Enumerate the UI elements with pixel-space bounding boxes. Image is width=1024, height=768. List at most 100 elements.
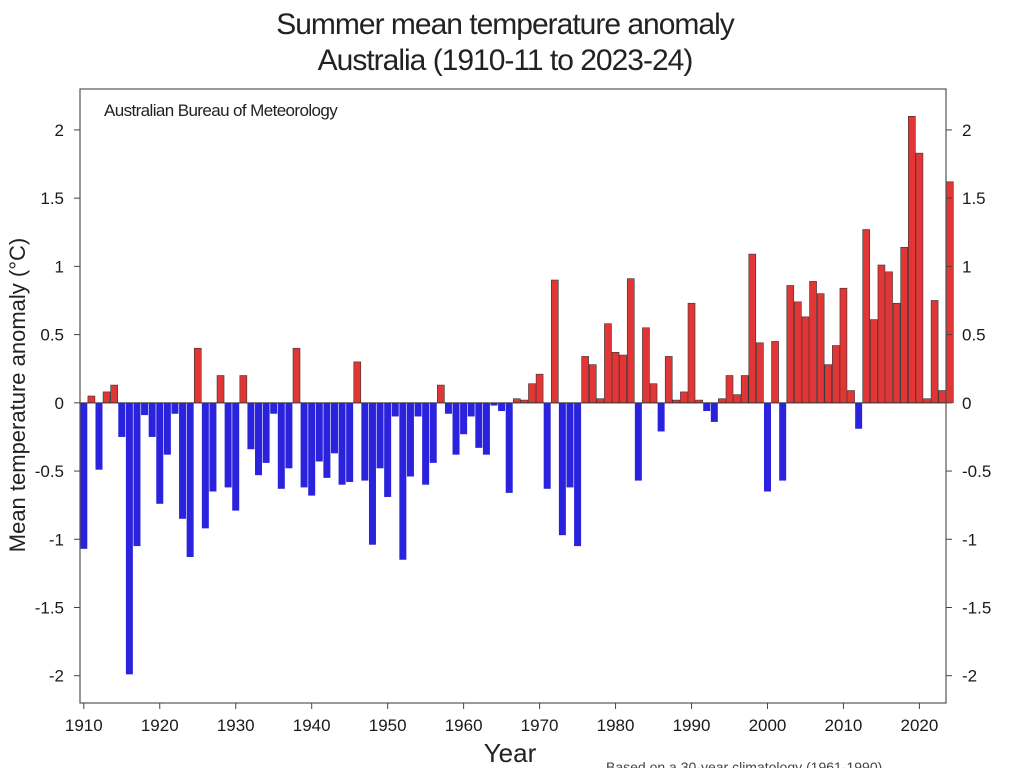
bar-1922 [171,403,178,414]
bar-1952 [399,403,406,560]
bar-1943 [331,403,338,453]
x-tick-label: 1930 [217,716,255,735]
bar-1910 [80,403,87,549]
y-tick-label-left: -2 [49,667,64,686]
x-tick-label: 1970 [521,716,559,735]
bar-1998 [749,254,756,403]
bar-1962 [475,403,482,448]
x-tick-label: 2000 [749,716,787,735]
bar-2003 [787,285,794,402]
bar-2017 [893,303,900,403]
baseline-note: Based on a 30-year climatology (1961-199… [606,759,882,768]
x-tick-label: 1950 [369,716,407,735]
bar-1961 [468,403,475,417]
bar-1975 [574,403,581,546]
x-tick-label: 1980 [597,716,635,735]
bar-1982 [627,279,634,403]
bar-2021 [924,399,931,403]
bar-1966 [506,403,513,493]
bar-1911 [88,396,95,403]
bar-2013 [863,230,870,403]
bar-2006 [810,281,817,402]
bar-1938 [293,348,300,403]
bar-2015 [878,265,885,403]
y-tick-label-right: 0.5 [962,326,986,345]
y-tick-label-right: -0.5 [962,462,991,481]
bar-2010 [840,288,847,403]
bar-1920 [156,403,163,504]
bar-1970 [536,374,543,403]
y-tick-label-right: -2 [962,667,977,686]
bar-1983 [635,403,642,481]
bar-1974 [566,403,573,488]
bar-1940 [308,403,315,496]
bar-1997 [741,376,748,403]
bar-1923 [179,403,186,519]
bar-1930 [232,403,239,511]
bar-1924 [187,403,194,557]
bar-2001 [772,341,779,402]
bar-1960 [460,403,467,434]
y-tick-label-left: 1.5 [40,189,64,208]
bar-group [80,116,953,674]
bar-1985 [650,384,657,403]
bar-2008 [825,365,832,403]
y-tick-label-right: 0 [962,394,971,413]
bar-2016 [886,272,893,403]
bar-1933 [255,403,262,475]
bar-1989 [680,392,687,403]
bar-1973 [559,403,566,535]
bar-1967 [513,399,520,403]
bar-1993 [711,403,718,422]
bar-1914 [111,385,118,403]
bar-1919 [149,403,156,437]
bar-2005 [802,317,809,403]
bar-1928 [217,376,224,403]
bar-1953 [407,403,414,477]
y-tick-label-right: 1 [962,257,971,276]
y-tick-label-left: 1 [55,257,64,276]
y-tick-label-left: 0 [55,394,64,413]
bar-1965 [498,403,505,411]
y-tick-label-right: -1 [962,530,977,549]
bar-1945 [346,403,353,482]
bar-1942 [323,403,330,478]
bar-1963 [483,403,490,455]
bar-1944 [339,403,346,485]
bar-1913 [103,392,110,403]
source-credit: Australian Bureau of Meteorology [104,101,337,121]
chart: Summer mean temperature anomaly Australi… [0,0,1024,768]
y-tick-label-right: -1.5 [962,598,991,617]
bar-1981 [620,355,627,403]
bar-1986 [658,403,665,432]
x-tick-label: 1920 [141,716,179,735]
y-tick-label-left: -1 [49,530,64,549]
bar-1949 [377,403,384,468]
bar-1972 [551,280,558,403]
bar-1979 [604,324,611,403]
bar-1995 [726,376,733,403]
bar-1927 [209,403,216,492]
bar-1935 [270,403,277,414]
y-tick-label-left: 2 [55,121,64,140]
bar-1946 [354,362,361,403]
bar-1958 [445,403,452,414]
x-tick-label: 1960 [445,716,483,735]
x-axis: 1910 1920 1930 1940 1950 1960 1970 1980 1990 2000… [65,703,938,735]
bar-1925 [194,348,201,403]
bar-1957 [437,385,444,403]
bar-1951 [392,403,399,417]
y-tick-label-left: 0.5 [40,326,64,345]
x-tick-label: 2020 [900,716,938,735]
bar-1950 [384,403,391,497]
bar-1994 [718,399,725,403]
bar-1948 [369,403,376,545]
bar-1980 [612,352,619,402]
bar-1932 [247,403,254,449]
bar-1990 [688,303,695,403]
bar-2014 [870,320,877,403]
y-tick-label-left: -0.5 [35,462,64,481]
bar-2009 [832,346,839,403]
x-tick-label: 1940 [293,716,331,735]
bar-1921 [164,403,171,455]
